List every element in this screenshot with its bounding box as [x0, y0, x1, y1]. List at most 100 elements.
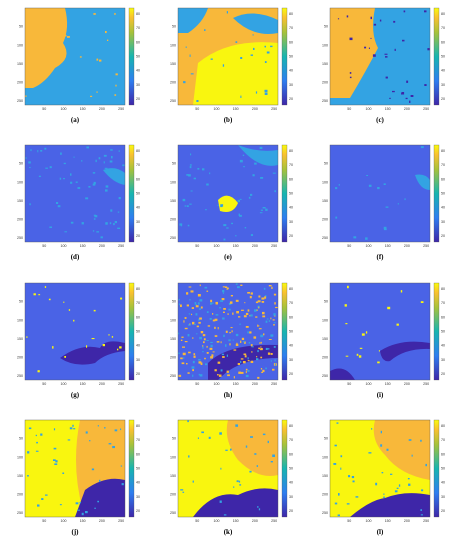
panel: 50 100 150 200 250 50 100 150 200 250 20 30 40 50 60 70…	[322, 7, 445, 124]
image-speck	[264, 296, 267, 299]
colorbar-tick-label: 30	[136, 220, 140, 224]
image-speck	[265, 367, 267, 370]
image-speck	[355, 496, 359, 498]
image-speck	[222, 290, 225, 293]
image-speck	[230, 295, 233, 297]
image-speck	[53, 447, 57, 450]
image-speck	[222, 292, 224, 294]
panel: 50 100 150 200 250 50 100 150 200 250 20 30 40 50 60 70…	[170, 7, 293, 124]
image-speck	[40, 150, 43, 152]
image-speck	[257, 350, 259, 353]
y-tick-label: 150	[17, 62, 23, 66]
image-speck	[408, 483, 411, 486]
image-speck	[186, 304, 189, 307]
image-speck	[199, 308, 201, 310]
image-speck	[377, 361, 380, 364]
image-speck	[221, 298, 225, 301]
image-speck	[184, 317, 187, 319]
colorbar	[128, 144, 135, 243]
image-speck	[207, 325, 211, 327]
image-speck	[196, 100, 199, 102]
image-speck	[105, 31, 107, 34]
image-speck	[203, 338, 206, 341]
image-speck	[260, 334, 264, 338]
x-tick-label: 200	[404, 382, 410, 386]
image-speck	[99, 479, 101, 482]
y-tick-label: 100	[17, 180, 23, 184]
x-tick-label: 250	[118, 107, 124, 111]
image-speck	[334, 444, 337, 447]
image-speck	[70, 173, 72, 176]
image-speck	[396, 487, 399, 489]
image-speck	[248, 342, 251, 344]
image-speck	[185, 8, 188, 10]
image-speck	[274, 302, 276, 305]
image-speck	[245, 312, 249, 315]
image-speck	[247, 309, 250, 312]
image-speck	[237, 199, 240, 203]
image-speck	[225, 449, 228, 451]
image-speck	[346, 503, 350, 505]
panel-label: (l)	[377, 528, 384, 536]
image-speck	[212, 319, 216, 322]
x-tick-label: 100	[365, 519, 371, 523]
image-speck	[208, 436, 211, 439]
image-speck	[250, 360, 253, 363]
panel: 50 100 150 200 250 50 100 150 200 250 20 30 40 50 60 70…	[17, 282, 140, 399]
image-speck	[186, 174, 189, 176]
image-speck	[256, 465, 258, 467]
colorbar-tick-label: 40	[441, 344, 445, 348]
image-speck	[188, 286, 192, 288]
colorbar	[281, 7, 288, 106]
image-speck	[114, 429, 118, 432]
colorbar-tick-label: 20	[441, 234, 445, 238]
image-speck	[178, 332, 180, 335]
image-speck	[244, 149, 248, 152]
image-speck	[261, 371, 263, 373]
image-speck	[345, 355, 349, 357]
image-speck	[179, 223, 183, 226]
image-speck	[204, 357, 206, 360]
image-speck	[190, 153, 192, 156]
image-speck	[199, 374, 203, 377]
image-speck	[336, 422, 339, 424]
x-tick-label: 50	[42, 107, 46, 111]
image-speck	[91, 468, 95, 471]
image-speck	[110, 170, 113, 173]
image-speck	[349, 72, 352, 74]
image-speck	[178, 374, 182, 377]
image-speck	[226, 288, 228, 290]
image-speck	[94, 215, 98, 218]
image-speck	[231, 330, 233, 333]
image-region	[330, 368, 355, 380]
image-speck	[206, 352, 209, 354]
image-region	[238, 145, 278, 166]
image-speck	[260, 346, 262, 348]
image-speck	[112, 446, 115, 449]
image-speck	[250, 292, 253, 295]
image-frame	[329, 7, 431, 106]
x-tick-label: 50	[347, 107, 351, 111]
image-speck	[185, 341, 187, 342]
image-speck	[86, 345, 88, 348]
colorbar-tick-label: 50	[136, 329, 140, 333]
image-frame	[177, 144, 279, 243]
image-speck	[245, 445, 248, 448]
image-speck	[93, 214, 96, 216]
image-speck	[235, 343, 239, 346]
image-speck	[228, 308, 231, 311]
image-speck	[335, 187, 338, 190]
panel-image	[330, 420, 430, 517]
image-speck	[223, 311, 225, 313]
image-speck	[268, 320, 271, 322]
image-speck	[401, 92, 405, 95]
colorbar-tick-label: 50	[136, 54, 140, 58]
x-tick-label: 100	[213, 107, 219, 111]
y-tick-label: 200	[170, 356, 176, 360]
image-speck	[200, 331, 204, 334]
y-tick-label: 200	[322, 218, 328, 222]
image-speck	[67, 36, 70, 38]
image-speck	[187, 420, 189, 423]
image-region	[233, 13, 278, 34]
colorbar	[433, 7, 440, 106]
